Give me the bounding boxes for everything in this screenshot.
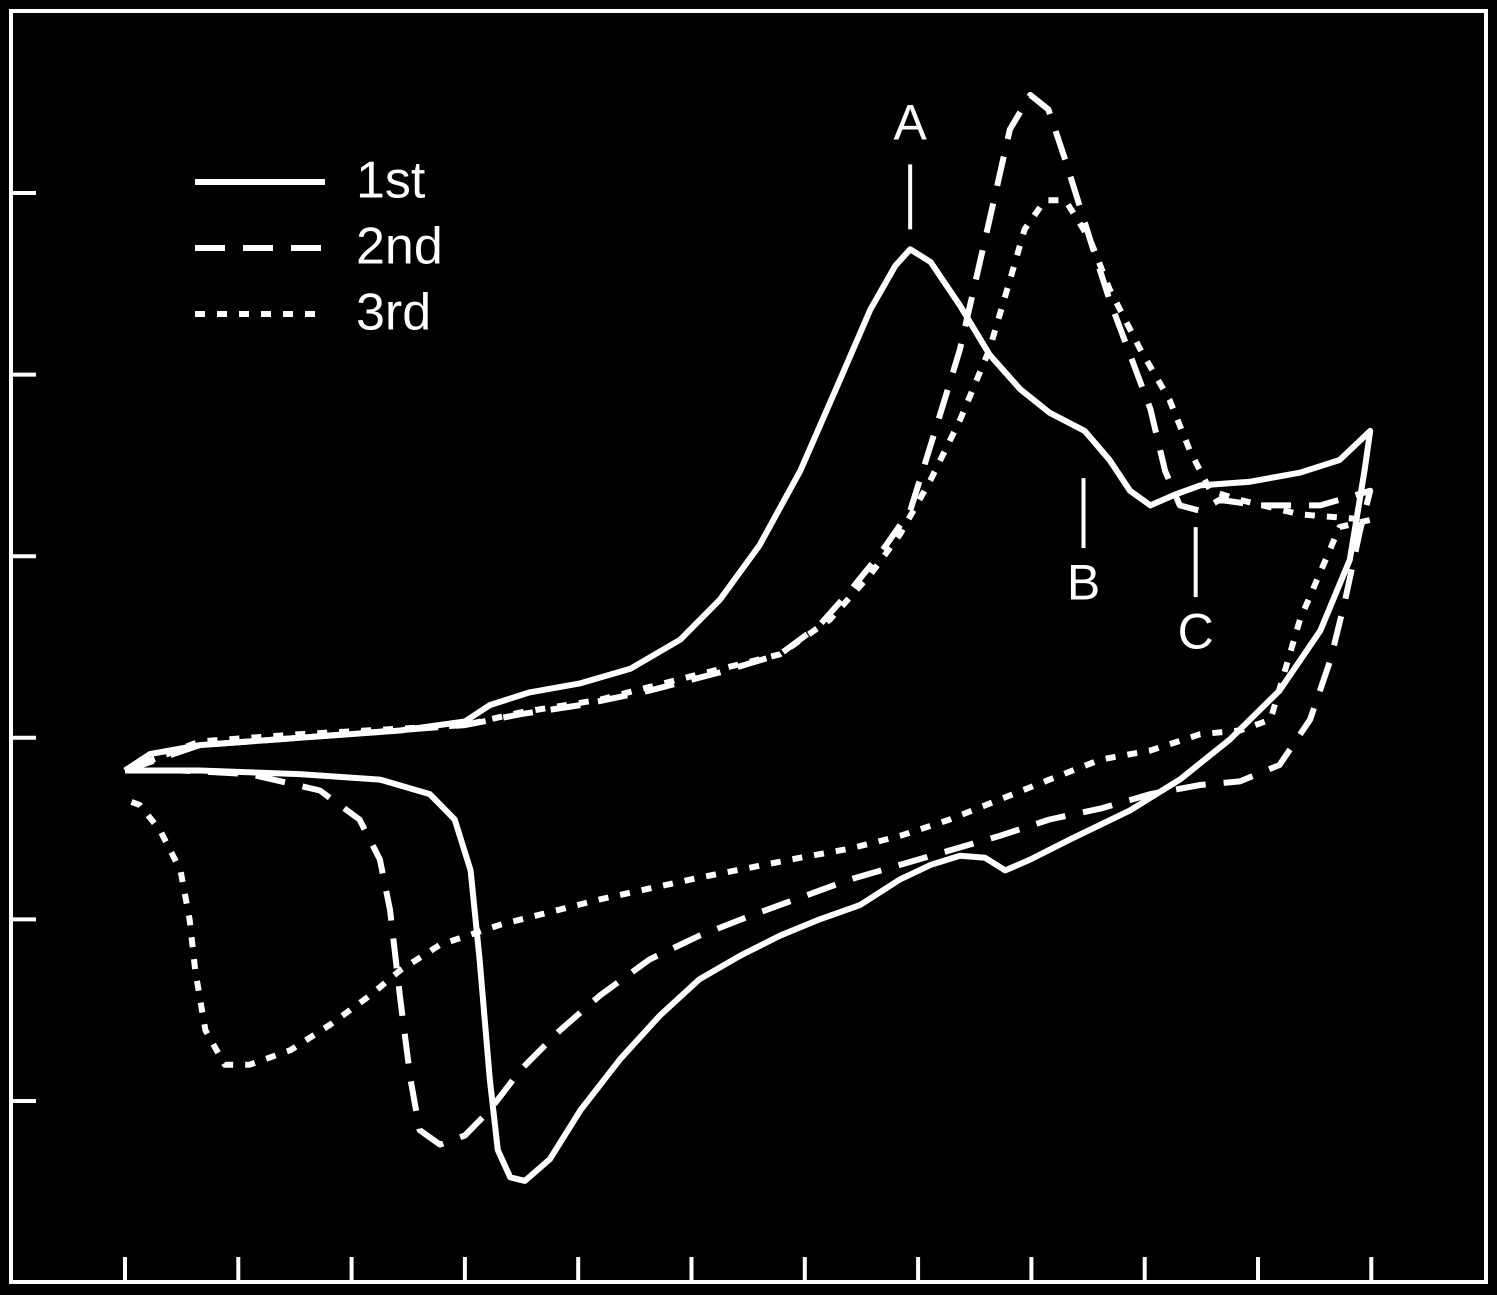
- annotation-label: A: [893, 95, 927, 151]
- annotation-label: B: [1067, 554, 1100, 610]
- series-line: [124, 91, 1374, 1148]
- annotation-label: C: [1178, 603, 1214, 659]
- legend-label: 1st: [356, 152, 426, 210]
- plot-frame: [9, 9, 1488, 1284]
- series-line: [123, 246, 1374, 1184]
- legend-label: 2nd: [356, 218, 443, 276]
- legend-label: 3rd: [356, 284, 431, 342]
